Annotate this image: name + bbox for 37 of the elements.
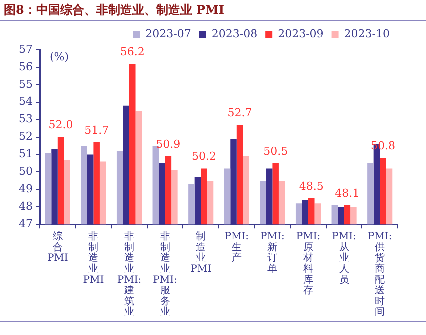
y-tick-label: 57 (19, 42, 33, 56)
legend-label: 2023-09 (278, 27, 324, 40)
y-tick-label: 48 (19, 200, 33, 213)
data-label: 52.7 (228, 106, 252, 120)
data-label: 50.5 (264, 144, 288, 158)
y-tick-label: 53 (19, 112, 33, 126)
data-label: 50.9 (156, 138, 181, 151)
y-tick-label: 55 (19, 78, 33, 91)
y-tick-label: 56 (19, 60, 33, 74)
y-tick-label: 51 (19, 148, 33, 161)
data-label: 51.7 (84, 124, 110, 137)
x-tick-label: PMI:原材料库存 (296, 232, 321, 297)
x-tick-label: PMI:新订单 (260, 232, 285, 275)
x-tick-label: 非制造业PMI:建筑业 (117, 230, 142, 318)
y-axis-title: (%) (50, 50, 70, 64)
data-label: 56.2 (120, 45, 145, 58)
data-label: 48.1 (335, 186, 360, 200)
data-label: 50.2 (192, 150, 216, 164)
x-tick-label: 综合PMI (47, 230, 68, 264)
y-tick-label: 49 (19, 182, 33, 196)
y-tick-label: 50 (19, 165, 33, 178)
x-tick-label: 非制造业PMI:服务业 (153, 230, 178, 318)
y-tick-label: 47 (19, 217, 33, 230)
y-tick-label: 54 (19, 95, 33, 108)
x-tick-label: PMI:供货商配送时间 (368, 232, 392, 318)
x-tick-label: 非制造业PMI (83, 230, 104, 286)
legend-label: 2023-08 (212, 27, 258, 40)
x-tick-label: PMI:生产 (224, 232, 250, 264)
y-tick-label: 52 (19, 130, 33, 144)
x-tick-label: PMI:从业人员 (332, 232, 356, 286)
chart-title: 图8：中国综合、非制造业、制造业 PMI (0, 0, 426, 21)
x-tick-label: 制造业PMI (190, 230, 212, 275)
data-label: 50.8 (370, 140, 396, 153)
data-label: 52.0 (48, 118, 74, 132)
data-label: 48.5 (299, 180, 324, 193)
legend-label: 2023-10 (344, 27, 390, 40)
legend-label: 2023-07 (146, 27, 192, 40)
